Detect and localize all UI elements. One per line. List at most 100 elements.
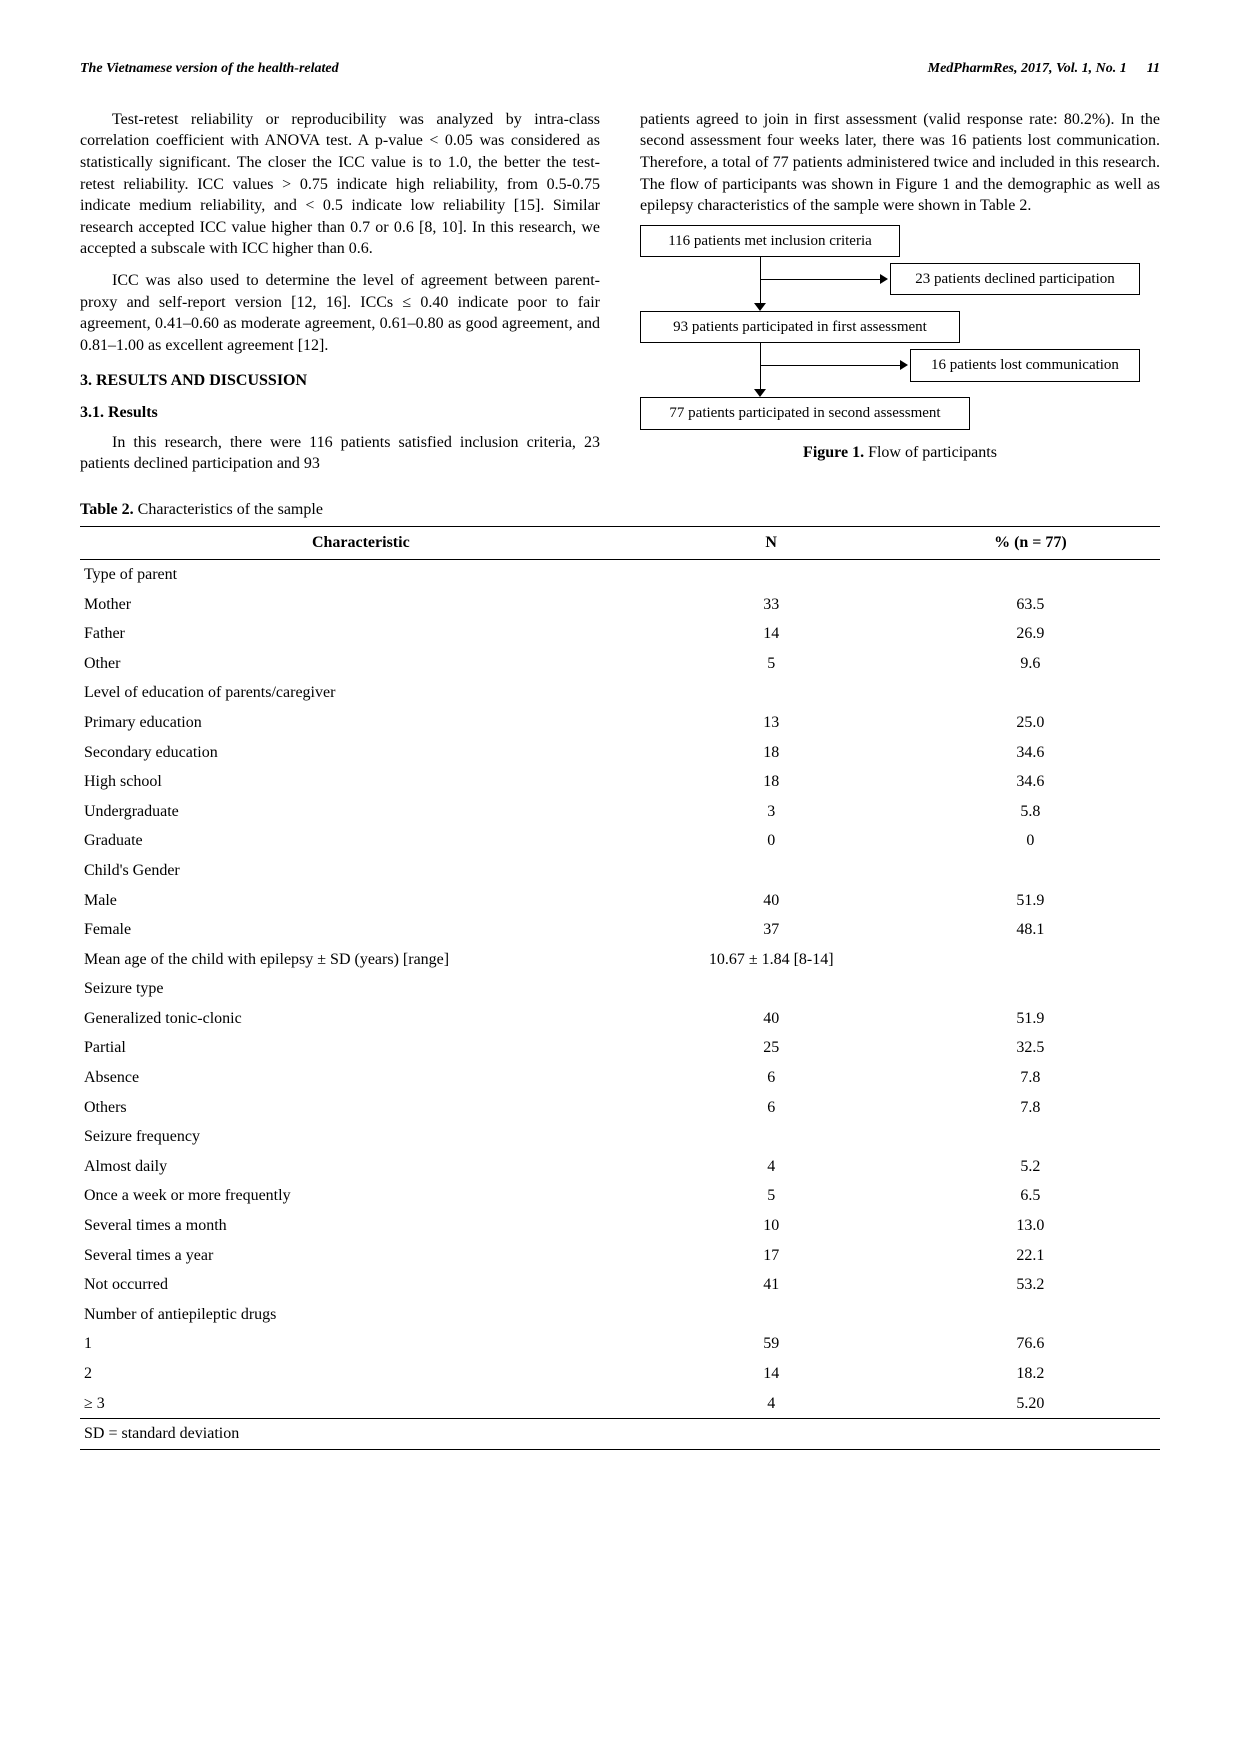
table-cell-pct: 25.0 [901,708,1160,738]
table-cell-n: 41 [642,1270,901,1300]
flow-box: 116 patients met inclusion criteria [640,225,900,257]
arrow-down-icon [754,389,766,397]
table-cell-n: 14 [642,619,901,649]
table-cell-n: 25 [642,1033,901,1063]
table-cell-pct [901,559,1160,589]
table-cell-pct [901,945,1160,975]
table-cell-n: 10 [642,1211,901,1241]
table-cell-label: Number of antiepileptic drugs [80,1300,642,1330]
table-cell-label: Once a week or more frequently [80,1181,642,1211]
table-cell-label: 2 [80,1359,642,1389]
table-cell-label: Generalized tonic-clonic [80,1004,642,1034]
table-row: Father1426.9 [80,619,1160,649]
table-header: Characteristic [80,527,642,560]
table-cell-n: 40 [642,886,901,916]
table-row: Child's Gender [80,856,1160,886]
table-caption: Table 2. Characteristics of the sample [80,499,1160,521]
table-cell-n: 14 [642,1359,901,1389]
table-cell-n [642,974,901,1004]
table-cell-pct: 13.0 [901,1211,1160,1241]
table-cell-n: 0 [642,826,901,856]
table-cell-label: 1 [80,1329,642,1359]
table-cell-pct: 51.9 [901,886,1160,916]
arrow-down-icon [754,303,766,311]
table-cell-pct [901,1300,1160,1330]
table-cell-pct [901,678,1160,708]
table-row: Graduate00 [80,826,1160,856]
table-cell-pct [901,974,1160,1004]
table-row: High school1834.6 [80,767,1160,797]
table-footnote: SD = standard deviation [80,1419,1160,1450]
table-cell-n [642,1300,901,1330]
table-cell-pct: 34.6 [901,767,1160,797]
table-cell-label: Other [80,649,642,679]
table-row: Generalized tonic-clonic4051.9 [80,1004,1160,1034]
table-row: Absence67.8 [80,1063,1160,1093]
table-cell-n: 18 [642,767,901,797]
table-row: Undergraduate35.8 [80,797,1160,827]
table-cell-pct: 18.2 [901,1359,1160,1389]
table-cell-n: 6 [642,1063,901,1093]
table-row: Primary education1325.0 [80,708,1160,738]
table-cell-n [642,678,901,708]
table-footnote-row: SD = standard deviation [80,1419,1160,1450]
flow-arrow-icon [760,257,761,303]
flow-box: 23 patients declined participation [890,263,1140,295]
table-cell-pct: 32.5 [901,1033,1160,1063]
table-cell-label: Partial [80,1033,642,1063]
table-cell-n [642,856,901,886]
table-row: Seizure type [80,974,1160,1004]
table-cell-n: 33 [642,590,901,620]
table-cell-pct: 48.1 [901,915,1160,945]
flow-box: 16 patients lost communication [910,349,1140,381]
table-cell-label: Several times a year [80,1241,642,1271]
table-cell-pct: 9.6 [901,649,1160,679]
table-cell-n: 10.67 ± 1.84 [8-14] [642,945,901,975]
table-label: Table 2. [80,501,134,518]
table-cell-pct: 34.6 [901,738,1160,768]
table-cell-n [642,559,901,589]
table-cell-n: 4 [642,1152,901,1182]
table-cell-pct: 26.9 [901,619,1160,649]
arrow-right-icon [900,360,908,370]
table-cell-label: Female [80,915,642,945]
table-cell-label: Not occurred [80,1270,642,1300]
table-row: Type of parent [80,559,1160,589]
table-cell-n: 18 [642,738,901,768]
table-cell-label: Others [80,1093,642,1123]
table-row: Not occurred4153.2 [80,1270,1160,1300]
table-cell-pct: 63.5 [901,590,1160,620]
table-row: Male4051.9 [80,886,1160,916]
paragraph: ICC was also used to determine the level… [80,270,600,356]
header-journal: MedPharmRes, 2017, Vol. 1, No. 1 [928,60,1127,79]
table-cell-label: Male [80,886,642,916]
paragraph: Test-retest reliability or reproducibili… [80,109,600,260]
two-column-body: Test-retest reliability or reproducibili… [80,109,1160,479]
table-row: Number of antiepileptic drugs [80,1300,1160,1330]
table-cell-label: Seizure frequency [80,1122,642,1152]
flow-box: 93 patients participated in first assess… [640,311,960,343]
table-row: Several times a month1013.0 [80,1211,1160,1241]
table-cell-pct: 7.8 [901,1093,1160,1123]
characteristics-table: Characteristic N % (n = 77) Type of pare… [80,526,1160,1449]
table-row: Mother3363.5 [80,590,1160,620]
paragraph: patients agreed to join in first assessm… [640,109,1160,217]
table-cell-n [642,1122,901,1152]
table-cell-n: 3 [642,797,901,827]
table-row: Once a week or more frequently56.5 [80,1181,1160,1211]
table-header: N [642,527,901,560]
table-row: 15976.6 [80,1329,1160,1359]
table-cell-label: Undergraduate [80,797,642,827]
table-cell-n: 5 [642,649,901,679]
table-row: Secondary education1834.6 [80,738,1160,768]
flow-arrow-icon [760,365,900,366]
participant-flowchart: 116 patients met inclusion criteria 23 p… [640,225,1160,430]
table-cell-n: 59 [642,1329,901,1359]
table-cell-label: Child's Gender [80,856,642,886]
table-row: Partial2532.5 [80,1033,1160,1063]
flow-arrow-icon [760,279,880,280]
header-page: 11 [1147,60,1160,79]
table-cell-n: 6 [642,1093,901,1123]
table-row: Mean age of the child with epilepsy ± SD… [80,945,1160,975]
table-row: Female3748.1 [80,915,1160,945]
